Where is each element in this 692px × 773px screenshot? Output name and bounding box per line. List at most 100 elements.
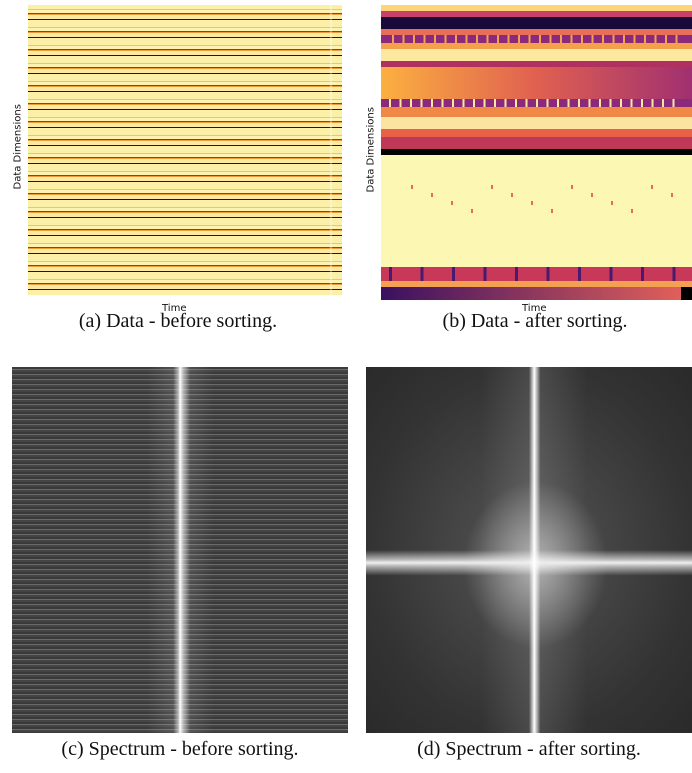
heatmap-cell: [381, 11, 692, 17]
heatmap-cell: [381, 267, 692, 281]
heatmap-cell: [392, 35, 394, 43]
heatmap-cell: [531, 201, 533, 205]
heatmap-cell: [578, 99, 580, 107]
heatmap-cell: [602, 35, 604, 43]
heatmap-cell: [557, 99, 559, 107]
heatmap-cell: [381, 281, 692, 287]
heatmap-cell: [491, 185, 493, 189]
heatmap-cell: [381, 17, 692, 29]
heatmap-cell: [511, 193, 513, 197]
heatmap-cell: [486, 35, 489, 43]
heatmap-cell: [399, 99, 402, 107]
heatmap-cell: [389, 267, 392, 281]
heatmap-cell: [570, 35, 573, 43]
y-axis-label: Data Dimensions: [365, 107, 377, 193]
heatmap-cell: [497, 35, 499, 43]
heatmap-cell: [423, 35, 426, 43]
caption: (b) Data - after sorting.: [442, 310, 628, 332]
heatmap-cell: [651, 99, 654, 107]
heatmap-cell: [473, 99, 475, 107]
heatmap-cell: [381, 155, 692, 267]
heatmap-cell: [402, 35, 405, 43]
heatmap-cell: [620, 99, 622, 107]
heatmap-cell: [567, 99, 570, 107]
x-axis-label: Time: [162, 303, 187, 314]
heatmap-cell: [381, 61, 692, 67]
heatmap-cell: [651, 185, 653, 189]
heatmap-cell: [539, 35, 541, 43]
caption: (d) Spectrum - after sorting.: [417, 738, 641, 760]
heatmap-cell: [381, 35, 692, 43]
heatmap-cell: [611, 201, 613, 205]
heatmap-cell: [483, 267, 487, 281]
heatmap-cell: [381, 137, 692, 149]
heatmap-cell: [381, 129, 692, 137]
heatmap-cell: [444, 35, 447, 43]
heatmap-cell: [630, 99, 633, 107]
heatmap-cell: [507, 35, 510, 43]
heatmap-cell: [571, 185, 573, 189]
heatmap-cell: [431, 99, 433, 107]
heatmap-cell: [633, 35, 636, 43]
heatmap-cell: [591, 193, 593, 197]
heatmap-cell: [588, 99, 591, 107]
heatmap-cell: [381, 5, 692, 11]
heatmap-cell: [654, 35, 657, 43]
heatmap-cell: [410, 99, 412, 107]
heatmap-cell: [581, 35, 583, 43]
heatmap-cell: [381, 43, 692, 49]
heatmap-cell: [455, 35, 457, 43]
heatmap-cell: [515, 99, 517, 107]
heatmap-cell: [631, 209, 633, 213]
caption: (a) Data - before sorting.: [78, 310, 278, 332]
y-axis-label: Data Dimensions: [12, 104, 24, 190]
heatmap-cell: [549, 35, 552, 43]
heatmap: [28, 5, 342, 295]
heatmap-cell: [504, 99, 507, 107]
heatmap-cell: [462, 99, 465, 107]
heatmap-cell: [672, 99, 675, 107]
heatmap-cell: [599, 99, 601, 107]
heatmap-cell: [434, 35, 436, 43]
heatmap-cell: [476, 35, 478, 43]
heatmap-cell: [609, 99, 612, 107]
heatmap-cell: [578, 267, 581, 281]
heatmap-cell: [641, 267, 644, 281]
heatmap-cell: [546, 267, 550, 281]
heatmap: [381, 5, 692, 300]
heatmap-cell: [471, 209, 473, 213]
heatmap-cell: [528, 35, 531, 43]
heatmap-cell: [452, 267, 455, 281]
heatmap-cell: [671, 193, 673, 197]
heatmap-cell: [644, 35, 646, 43]
heatmap-cell: [411, 185, 413, 189]
heatmap-cell: [518, 35, 520, 43]
heatmap-cell: [381, 29, 692, 35]
heatmap-cell: [431, 193, 433, 197]
heatmap-cell: [381, 67, 692, 99]
heatmap-cell: [381, 287, 681, 300]
heatmap-cell: [560, 35, 562, 43]
x-axis-label: Time: [522, 303, 547, 314]
heatmap-cell: [465, 35, 468, 43]
heatmap-cell: [665, 35, 667, 43]
heatmap-cell: [612, 35, 615, 43]
heatmap-cell: [551, 209, 553, 213]
heatmap-cell: [525, 99, 528, 107]
heatmap-cell: [389, 99, 391, 107]
heatmap-cell: [662, 99, 664, 107]
heatmap-cell: [441, 99, 444, 107]
heatmap-cell: [452, 99, 454, 107]
heatmap-cell: [494, 99, 496, 107]
heatmap-cell: [536, 99, 538, 107]
heatmap-cell: [381, 149, 692, 155]
heatmap-cell: [546, 99, 549, 107]
heatmap-cell: [609, 267, 613, 281]
heatmap-cell: [420, 99, 423, 107]
heatmap-cell: [381, 117, 692, 129]
heatmap-cell: [381, 107, 692, 117]
caption: (c) Spectrum - before sorting.: [61, 738, 299, 760]
heatmap-cell: [413, 35, 415, 43]
heatmap-cell: [591, 35, 594, 43]
